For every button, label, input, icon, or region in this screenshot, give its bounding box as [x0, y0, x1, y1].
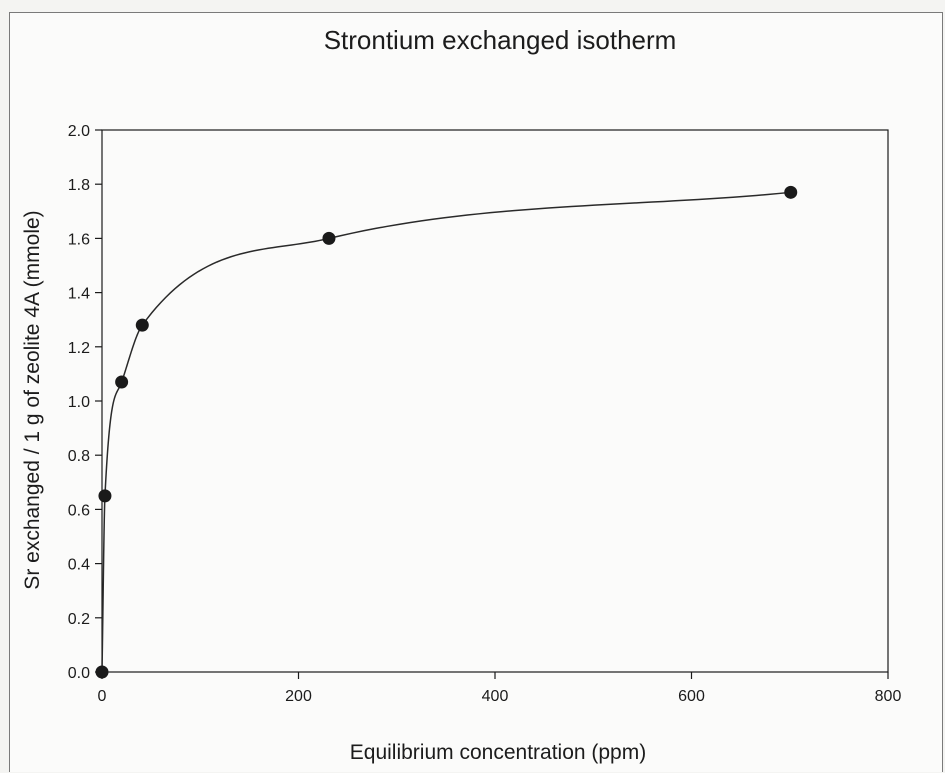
data-point — [135, 318, 149, 332]
data-points — [95, 185, 798, 679]
plot-area-frame — [101, 129, 889, 673]
y-tick-label: 2.0 — [68, 123, 90, 140]
axis-ticks: 0 200 400 600 800 0.0 0.2 0.4 0.6 0.8 1.0 1.2 1.4 1.6… — [68, 123, 902, 705]
x-tick-label: 400 — [482, 688, 509, 705]
chart-title: Strontium exchanged isotherm — [324, 25, 677, 55]
x-tick-label: 800 — [875, 688, 902, 705]
data-point — [115, 375, 129, 389]
x-tick-label: 0 — [98, 688, 107, 705]
y-tick-label: 1.8 — [68, 177, 90, 194]
chart-canvas: Strontium exchanged isotherm Equilibrium… — [21, 25, 902, 764]
y-tick-label: 0.2 — [68, 611, 90, 628]
x-tick-label: 200 — [285, 688, 312, 705]
x-axis-title: Equilibrium concentration (ppm) — [350, 741, 646, 764]
y-tick-label: 1.0 — [68, 394, 90, 411]
y-tick-label: 0.6 — [68, 502, 90, 519]
data-point — [98, 489, 112, 503]
y-tick-label: 1.4 — [68, 286, 90, 303]
data-point — [784, 185, 798, 199]
chart-figure: Strontium exchanged isotherm Equilibrium… — [9, 12, 943, 772]
y-axis-title: Sr exchanged / 1 g of zeolite 4A (mmole) — [21, 210, 44, 589]
y-tick-label: 1.6 — [68, 231, 90, 248]
data-point — [322, 231, 336, 245]
y-tick-label: 0.8 — [68, 448, 90, 465]
y-tick-label: 0.0 — [68, 665, 90, 682]
fitted-curve-line — [101, 191, 791, 673]
data-point — [95, 665, 109, 679]
y-tick-label: 0.4 — [68, 557, 90, 574]
x-tick-label: 600 — [678, 688, 705, 705]
y-tick-label: 1.2 — [68, 340, 90, 357]
